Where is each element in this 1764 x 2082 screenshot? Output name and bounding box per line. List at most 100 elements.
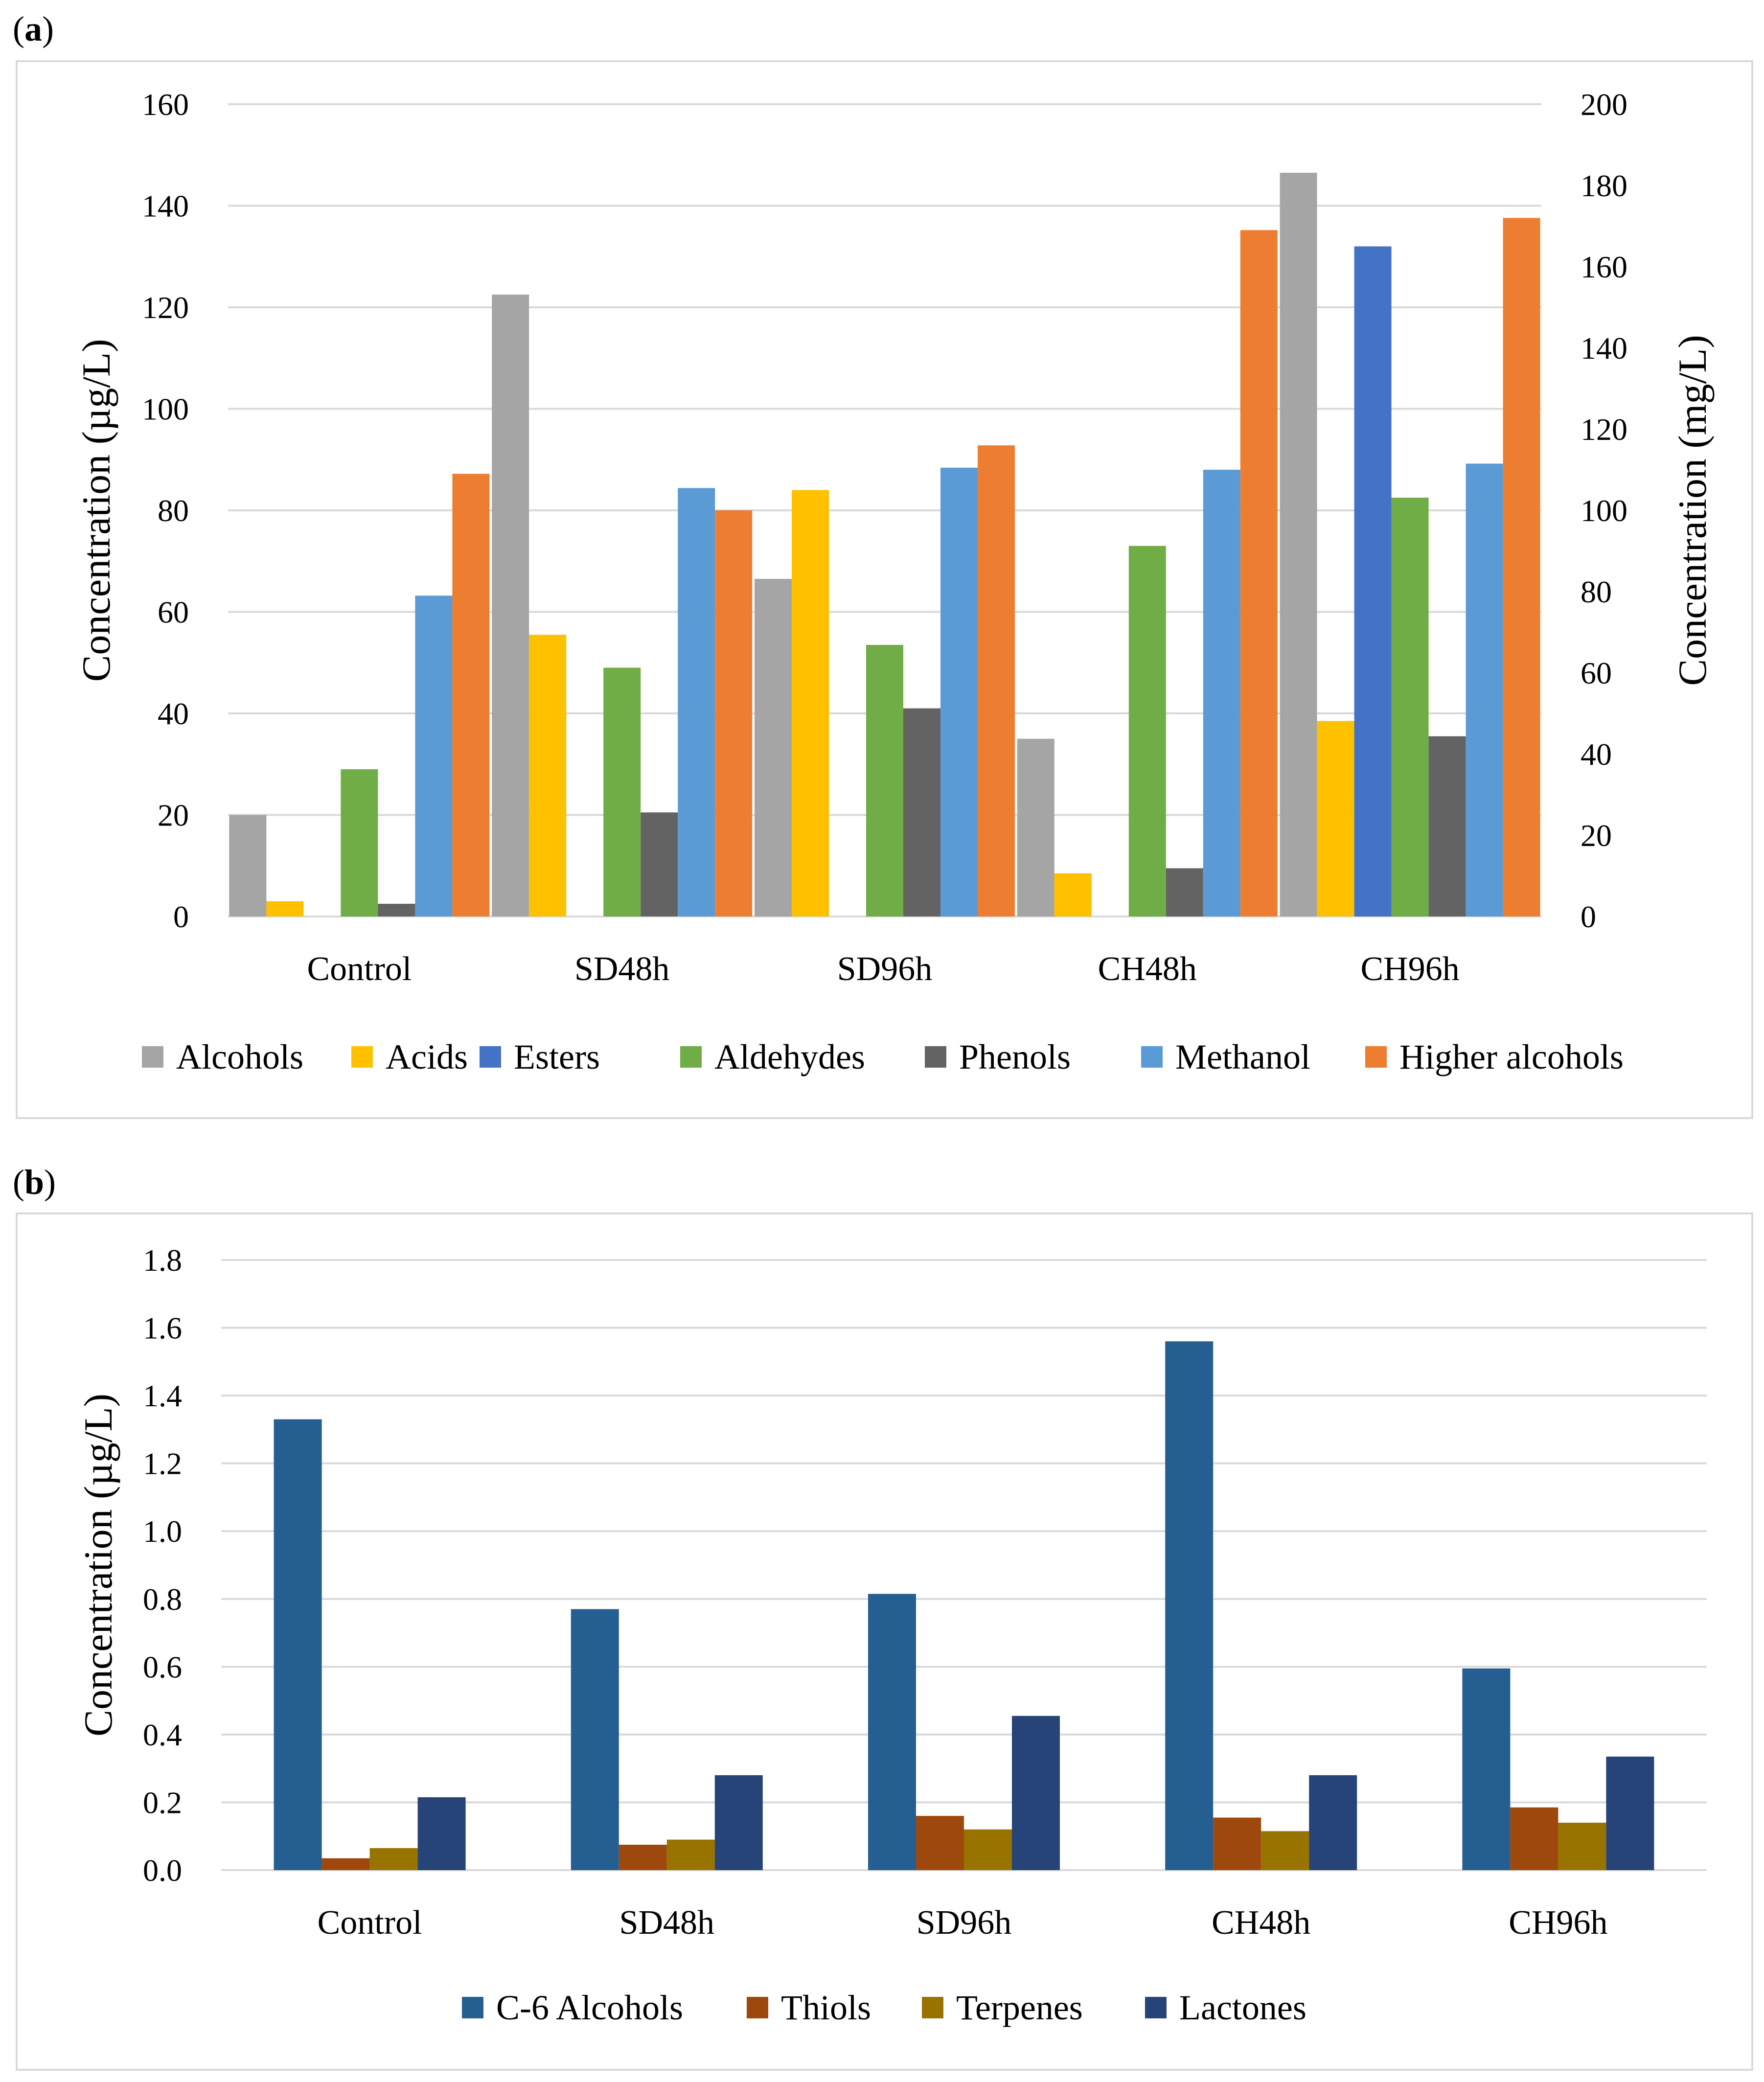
y2-tick-label: 40 xyxy=(1581,737,1612,772)
y2-tick-label: 0 xyxy=(1581,899,1596,934)
bar-acids xyxy=(1317,721,1354,916)
legend-label-alcohols: Alcohols xyxy=(176,1037,303,1076)
x-tick-label: CH96h xyxy=(1360,950,1459,988)
bar-methanol xyxy=(940,467,978,916)
bar-methanol xyxy=(1466,463,1503,916)
chart-b: 0.0 0.2 0.4 0.6 0.8 1.0 1.2 1.4 1.6 1.8 Control SD4… xyxy=(76,1243,1707,2027)
bar-lactones xyxy=(714,1775,763,1870)
x-tick-label: Control xyxy=(307,950,412,988)
bar-higher-alcohols xyxy=(715,510,753,916)
bar-acids xyxy=(529,635,567,916)
y-tick-label: 40 xyxy=(158,696,189,731)
panel-letter-a: a xyxy=(24,9,42,48)
bar-thiols xyxy=(1213,1817,1261,1870)
bar-methanol xyxy=(678,488,715,916)
bar-alcohols xyxy=(492,295,529,916)
bar-lactones xyxy=(1012,1716,1060,1870)
panel-label-b: (b) xyxy=(13,1163,56,1202)
panel-letter-b: b xyxy=(24,1163,45,1202)
bar-c-6-alcohols xyxy=(1165,1341,1214,1870)
y-tick-label: 60 xyxy=(158,595,189,630)
bar-methanol xyxy=(415,595,453,916)
legend-swatch-esters xyxy=(480,1046,501,1068)
y-tick-label: 0.2 xyxy=(143,1785,182,1820)
bar-aldehydes xyxy=(866,644,903,916)
y-tick-label: 140 xyxy=(142,189,189,224)
y-tick-label: 0.0 xyxy=(143,1853,182,1888)
bar-acids xyxy=(792,490,829,916)
y-tick-label: 1.0 xyxy=(143,1514,182,1549)
bar-alcohols xyxy=(1280,173,1317,916)
y-tick-label: 1.6 xyxy=(143,1311,182,1346)
x-tick-label: SD48h xyxy=(574,950,669,988)
legend-label-thiols: Thiols xyxy=(781,1988,871,2027)
bar-thiols xyxy=(619,1845,667,1870)
bar-lactones xyxy=(1606,1756,1654,1870)
bar-methanol xyxy=(1203,470,1240,916)
bar-terpenes xyxy=(1261,1831,1309,1870)
legend-swatch-thiols xyxy=(747,1997,768,2018)
y-tick-label: 1.4 xyxy=(143,1378,182,1413)
bar-c-6-alcohols xyxy=(1462,1668,1511,1870)
bar-thiols xyxy=(1510,1807,1558,1870)
bar-alcohols xyxy=(755,579,792,916)
chart-a: 0 20 40 60 80 100 120 140 160 0 20 40 60 80 100 120 140 1… xyxy=(74,87,1715,1076)
legend-label-higher-alcohols: Higher alcohols xyxy=(1399,1037,1624,1076)
y-tick-label: 0.6 xyxy=(143,1649,182,1684)
y-tick-label: 80 xyxy=(158,493,189,528)
bar-phenols xyxy=(903,708,940,916)
legend-label-terpenes: Terpenes xyxy=(956,1988,1083,2027)
x-tick-label: CH48h xyxy=(1212,1904,1310,1942)
y-tick-label: 0.4 xyxy=(143,1717,182,1752)
legend-swatch-lactones xyxy=(1145,1997,1167,2018)
bar-acids xyxy=(266,901,304,916)
legend-swatch-higher-alcohols xyxy=(1365,1046,1387,1068)
y2-tick-label: 140 xyxy=(1581,331,1627,366)
bar-c-6-alcohols xyxy=(571,1609,619,1870)
bar-alcohols xyxy=(229,815,267,916)
bar-thiols xyxy=(321,1858,370,1870)
bar-c-6-alcohols xyxy=(274,1419,322,1870)
chart-a-frame xyxy=(16,60,1753,1119)
x-tick-label: Control xyxy=(318,1904,422,1942)
bar-aldehydes xyxy=(341,769,378,916)
y2-tick-label: 60 xyxy=(1581,656,1612,690)
legend-label-methanol: Methanol xyxy=(1175,1037,1310,1076)
y2-tick-label: 20 xyxy=(1581,818,1612,853)
y2-axis-title: Concentration (mg/L) xyxy=(1670,335,1715,686)
y-tick-label: 0.8 xyxy=(143,1582,182,1617)
y2-tick-label: 120 xyxy=(1581,412,1627,447)
bar-terpenes xyxy=(964,1829,1012,1870)
bar-phenols xyxy=(1166,868,1203,916)
bar-phenols xyxy=(641,812,678,916)
bar-lactones xyxy=(417,1797,466,1870)
bar-c-6-alcohols xyxy=(868,1594,916,1870)
legend-swatch-aldehydes xyxy=(680,1046,702,1068)
bar-higher-alcohols xyxy=(1503,218,1540,916)
y2-tick-label: 180 xyxy=(1581,168,1627,203)
x-tick-label: SD96h xyxy=(916,1904,1011,1942)
panel-label-a: (a) xyxy=(13,9,54,48)
bar-alcohols xyxy=(1017,738,1054,916)
y2-tick-label: 200 xyxy=(1581,87,1627,122)
bar-phenols xyxy=(1428,736,1466,916)
legend-label-aldehydes: Aldehydes xyxy=(714,1037,865,1076)
legend-label-acids: Acids xyxy=(386,1037,468,1076)
bar-phenols xyxy=(378,904,415,916)
legend-swatch-phenols xyxy=(925,1046,946,1068)
y-tick-label: 0 xyxy=(173,899,189,934)
x-tick-label: CH48h xyxy=(1098,950,1197,988)
y-tick-label: 160 xyxy=(142,87,189,122)
legend-swatch-methanol xyxy=(1141,1046,1163,1068)
legend-swatch-c-6-alcohols xyxy=(462,1997,483,2018)
bar-thiols xyxy=(916,1816,964,1870)
y-tick-label: 100 xyxy=(142,392,189,427)
bar-higher-alcohols xyxy=(1240,230,1278,916)
bar-higher-alcohols xyxy=(978,445,1015,916)
x-tick-label: SD96h xyxy=(837,950,932,988)
x-tick-label: SD48h xyxy=(619,1904,714,1942)
y-tick-label: 1.8 xyxy=(143,1243,182,1278)
bar-terpenes xyxy=(666,1839,715,1870)
y-tick-label: 120 xyxy=(142,290,189,325)
